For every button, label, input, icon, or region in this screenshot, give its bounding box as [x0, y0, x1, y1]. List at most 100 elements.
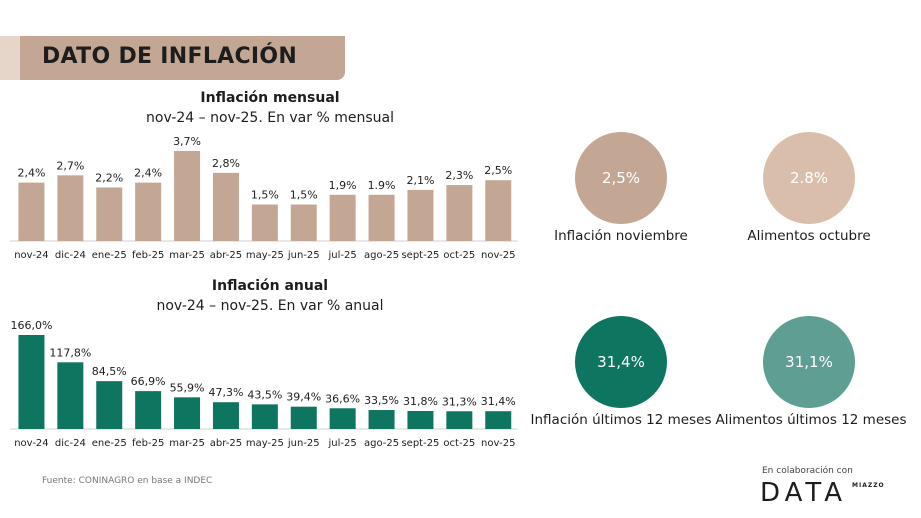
bar-abr-25 — [212, 172, 239, 241]
tick-label: oct-25 — [443, 438, 475, 449]
data-label: 66,9% — [131, 375, 166, 388]
tick-label: nov-25 — [481, 250, 515, 261]
bar-may-25 — [251, 404, 278, 429]
tick-label: jul-25 — [328, 250, 357, 261]
data-label: 2,8% — [212, 157, 240, 170]
bar-nov-25 — [485, 180, 512, 241]
data-label: 36,6% — [325, 392, 360, 405]
bar-dic-24 — [57, 175, 84, 241]
bar-dic-24 — [57, 362, 84, 429]
tick-label: feb-25 — [132, 438, 164, 449]
kpi-label-food-annual: Alimentos últimos 12 meses — [715, 412, 907, 428]
tick-label: nov-25 — [481, 438, 515, 449]
tick-label: sept-25 — [401, 250, 439, 261]
data-label: 2,1% — [406, 174, 434, 187]
data-label: 2,5% — [484, 164, 512, 177]
tick-label: jul-25 — [328, 438, 357, 449]
tick-label: may-25 — [246, 438, 284, 449]
tick-label: abr-25 — [210, 250, 242, 261]
tick-label: feb-25 — [132, 250, 164, 261]
data-label: 84,5% — [92, 365, 127, 378]
bar-oct-25 — [446, 411, 473, 429]
tick-label: ago-25 — [364, 438, 399, 449]
tick-label: ene-25 — [92, 250, 127, 261]
bar-abr-25 — [212, 402, 239, 429]
annual-chart-subtitle: nov-24 – nov-25. En var % anual — [156, 298, 384, 314]
bar-ene-25 — [96, 381, 123, 429]
bar-nov-25 — [485, 411, 512, 429]
data-label: 1,5% — [251, 189, 279, 202]
tick-label: jun-25 — [287, 250, 320, 261]
data-label: 1,9% — [329, 179, 357, 192]
bar-oct-25 — [446, 185, 473, 241]
tick-label: mar-25 — [169, 438, 205, 449]
bar-ago-25 — [368, 194, 395, 241]
bar-mar-25 — [174, 397, 201, 429]
bar-nov-24 — [18, 182, 45, 241]
kpi-label-annual: Inflación últimos 12 meses — [530, 412, 712, 428]
tick-label: ene-25 — [92, 438, 127, 449]
bar-jun-25 — [290, 406, 317, 429]
kpi-circle-annual: 31,4% — [575, 316, 667, 408]
data-label: 31,8% — [403, 395, 438, 408]
bar-feb-25 — [135, 182, 162, 241]
kpi-value-food-annual: 31,1% — [785, 353, 833, 371]
kpi-circle-food-annual: 31,1% — [763, 316, 855, 408]
data-label: 117,8% — [49, 346, 91, 359]
data-label: 31,4% — [481, 395, 516, 408]
data-label: 3,7% — [173, 135, 201, 148]
bar-may-25 — [251, 204, 278, 241]
bar-mar-25 — [174, 151, 201, 241]
tick-label: may-25 — [246, 250, 284, 261]
bar-nov-24 — [18, 335, 45, 429]
tick-label: nov-24 — [14, 250, 48, 261]
data-label: 166,0% — [10, 319, 52, 332]
bar-sept-25 — [407, 410, 434, 429]
kpi-value-food-monthly: 2.8% — [789, 169, 829, 187]
page-title: DATO DE INFLACIÓN — [42, 44, 298, 69]
monthly-chart-title: Inflación mensual — [200, 90, 340, 106]
tick-label: abr-25 — [210, 438, 242, 449]
collab-note: En colaboración con — [762, 466, 853, 476]
kpi-label-monthly: Inflación noviembre — [554, 228, 688, 244]
data-label: 2,4% — [134, 167, 162, 180]
data-label: 1.9% — [368, 179, 396, 192]
annual-inflation-chart: 166,0% nov-24 117,8% dic-24 84,5% ene-25 66,9%… — [10, 319, 518, 449]
monthly-chart-subtitle: nov-24 – nov-25. En var % mensual — [146, 110, 394, 126]
data-label: 55,9% — [170, 381, 205, 394]
bar-jun-25 — [290, 204, 317, 241]
bar-jul-25 — [329, 194, 356, 241]
data-label: 33,5% — [364, 394, 399, 407]
data-label: 47,3% — [208, 386, 243, 399]
tick-label: dic-24 — [55, 438, 86, 449]
brand-sub: MIAZZO — [852, 482, 885, 489]
tick-label: jun-25 — [287, 438, 320, 449]
data-label: 2,3% — [445, 169, 473, 182]
tick-label: ago-25 — [364, 250, 399, 261]
data-label: 1,5% — [290, 189, 318, 202]
bar-feb-25 — [135, 391, 162, 429]
bar-ene-25 — [96, 187, 123, 241]
brand-logo: DATA — [760, 478, 847, 508]
kpi-label-food-monthly: Alimentos octubre — [747, 228, 871, 244]
kpi-value-monthly: 2,5% — [601, 169, 641, 187]
data-label: 2,4% — [17, 167, 45, 180]
data-label: 43,5% — [247, 388, 282, 401]
title-banner — [0, 36, 345, 80]
bar-sept-25 — [407, 189, 434, 241]
kpi-value-annual: 31,4% — [597, 353, 645, 371]
tick-label: nov-24 — [14, 438, 48, 449]
kpi-circle-food-monthly: 2.8% — [763, 132, 855, 224]
tick-label: mar-25 — [169, 250, 205, 261]
data-label: 2,7% — [56, 159, 84, 172]
annual-chart-title: Inflación anual — [211, 278, 329, 294]
tick-label: oct-25 — [443, 250, 475, 261]
kpi-circle-monthly: 2,5% — [575, 132, 667, 224]
tick-label: dic-24 — [55, 250, 86, 261]
data-label: 2,2% — [95, 171, 123, 184]
data-label: 39,4% — [286, 391, 321, 404]
tick-label: sept-25 — [401, 438, 439, 449]
data-label: 31,3% — [442, 395, 477, 408]
bar-ago-25 — [368, 410, 395, 429]
title-banner-accent — [0, 36, 20, 80]
